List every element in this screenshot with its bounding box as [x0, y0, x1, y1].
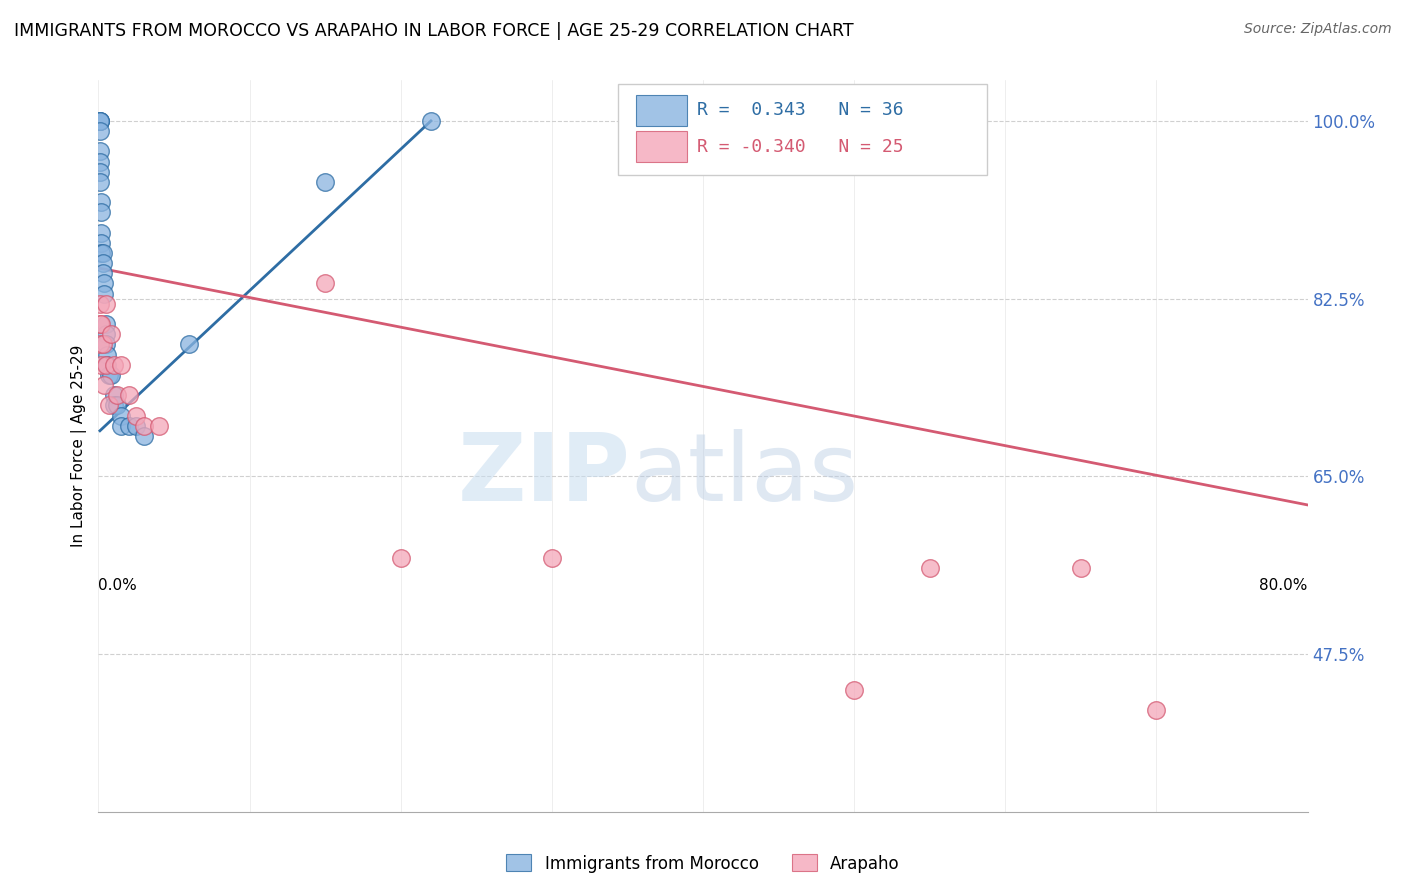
Text: 80.0%: 80.0% [1260, 578, 1308, 592]
Point [89, 317, 111, 331]
Point [844, 682, 866, 697]
Point [94, 317, 117, 331]
Point [100, 327, 122, 342]
Point [91, 337, 114, 351]
Point [389, 550, 412, 565]
Point [94, 327, 117, 342]
Legend: Immigrants from Morocco, Arapaho: Immigrants from Morocco, Arapaho [499, 847, 907, 880]
Point [89, 124, 111, 138]
Point [91, 256, 114, 270]
Point [96, 358, 118, 372]
Point [89, 175, 111, 189]
Point [94, 297, 117, 311]
Text: ZIP: ZIP [457, 429, 630, 521]
Text: 0.0%: 0.0% [98, 578, 138, 592]
Point [89, 164, 111, 178]
Point [91, 266, 114, 280]
Point [103, 388, 125, 402]
Point [148, 418, 170, 433]
Point [105, 398, 128, 412]
Point [103, 398, 125, 412]
Point [118, 418, 141, 433]
FancyBboxPatch shape [637, 131, 688, 162]
Text: R = -0.340   N = 25: R = -0.340 N = 25 [697, 138, 904, 156]
Point [132, 429, 155, 443]
Point [90, 246, 112, 260]
Point [89, 154, 111, 169]
Point [540, 550, 562, 565]
Point [94, 337, 117, 351]
Point [1144, 703, 1167, 717]
Point [89, 337, 111, 351]
Point [90, 235, 112, 250]
Point [90, 195, 112, 210]
Point [314, 277, 336, 291]
Text: Source: ZipAtlas.com: Source: ZipAtlas.com [1244, 22, 1392, 37]
Point [98, 398, 121, 412]
Point [179, 337, 201, 351]
Point [103, 358, 125, 372]
Point [93, 277, 115, 291]
Point [125, 418, 148, 433]
Point [918, 561, 941, 575]
Point [1070, 561, 1092, 575]
Point [94, 358, 117, 372]
Point [420, 114, 443, 128]
Point [96, 347, 118, 362]
Point [89, 114, 111, 128]
Point [98, 368, 121, 382]
FancyBboxPatch shape [637, 95, 688, 126]
Point [91, 246, 114, 260]
Point [132, 418, 155, 433]
Text: IMMIGRANTS FROM MOROCCO VS ARAPAHO IN LABOR FORCE | AGE 25-29 CORRELATION CHART: IMMIGRANTS FROM MOROCCO VS ARAPAHO IN LA… [14, 22, 853, 40]
Y-axis label: In Labor Force | Age 25-29: In Labor Force | Age 25-29 [72, 345, 87, 547]
Point [90, 317, 112, 331]
Point [125, 409, 148, 423]
Point [90, 226, 112, 240]
Point [110, 358, 132, 372]
Text: R =  0.343   N = 36: R = 0.343 N = 36 [697, 102, 904, 120]
Point [90, 358, 112, 372]
Point [90, 205, 112, 219]
Point [93, 286, 115, 301]
Point [314, 175, 336, 189]
Point [93, 378, 115, 392]
FancyBboxPatch shape [619, 84, 987, 176]
Point [89, 114, 111, 128]
Point [100, 368, 122, 382]
Point [89, 145, 111, 159]
Point [89, 297, 111, 311]
Text: atlas: atlas [630, 429, 859, 521]
Point [110, 418, 132, 433]
Point [110, 409, 132, 423]
Point [105, 388, 128, 402]
Point [89, 114, 111, 128]
Point [118, 388, 141, 402]
